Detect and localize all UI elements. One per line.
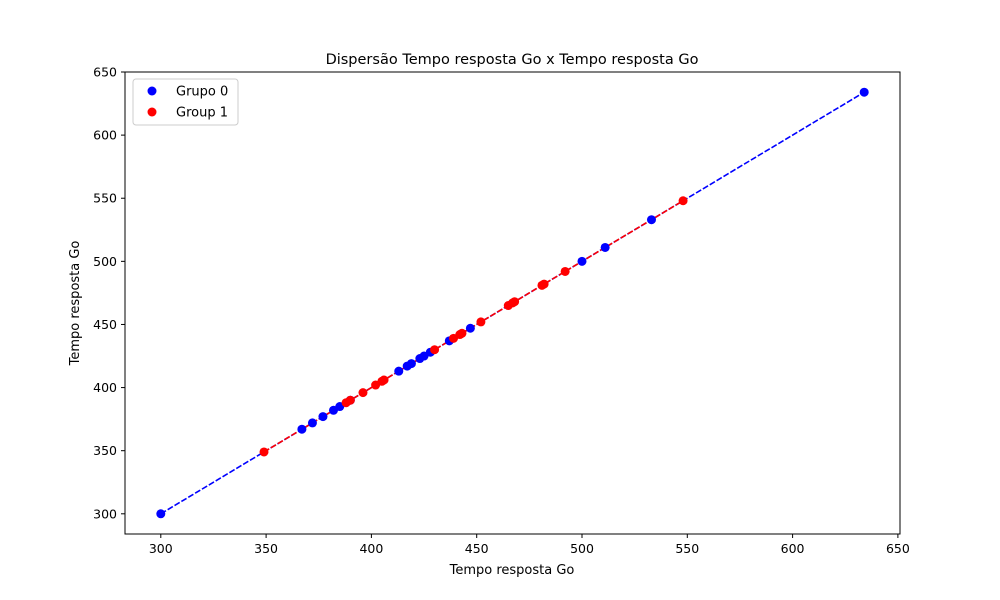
series-0-point: [394, 366, 404, 376]
series-1-point: [539, 279, 549, 289]
y-axis-label: Tempo resposta Go: [68, 241, 83, 367]
x-tick-label: 600: [781, 541, 805, 556]
series-0-point: [859, 87, 869, 97]
series-0-point: [600, 242, 610, 252]
series-1-point: [476, 317, 486, 327]
y-tick-label: 600: [93, 128, 117, 143]
plot-frame: [124, 71, 901, 535]
series-1-point: [678, 196, 688, 206]
x-tick-label: 500: [570, 541, 594, 556]
series-0-point: [646, 215, 656, 225]
series-1-point: [457, 328, 467, 338]
y-tick-label: 300: [93, 506, 117, 521]
y-tick-label: 650: [93, 65, 117, 80]
x-tick-label: 300: [149, 541, 173, 556]
plot-area: [156, 87, 869, 519]
series-0-point: [465, 323, 475, 333]
series-0-point: [156, 509, 166, 519]
x-tick-label: 350: [254, 541, 278, 556]
legend-marker: [147, 86, 157, 96]
series-1-point: [358, 388, 368, 398]
legend-marker: [147, 107, 157, 117]
x-tick-label: 400: [359, 541, 383, 556]
series-1-point: [379, 375, 389, 385]
chart-title: Dispersão Tempo resposta Go x Tempo resp…: [326, 52, 699, 68]
legend-label: Grupo 0: [176, 85, 228, 100]
y-axis: 300 350 400 450 500 550 600 650: [93, 65, 125, 521]
series-0-point: [406, 359, 416, 369]
y-tick-label: 500: [93, 254, 117, 269]
legend: Grupo 0 Group 1: [132, 78, 239, 126]
series-1-point: [259, 447, 269, 457]
series-0-point: [318, 412, 328, 422]
x-axis: 300 350 400 450 500 550 600 650: [149, 534, 910, 556]
legend-box: [132, 78, 239, 126]
x-tick-label: 650: [886, 541, 910, 556]
y-tick-label: 450: [93, 317, 117, 332]
y-tick-label: 550: [93, 191, 117, 206]
series-1-point: [345, 395, 355, 405]
series-0-point: [307, 418, 317, 428]
x-tick-label: 550: [675, 541, 699, 556]
series-1-point: [430, 345, 440, 355]
legend-label: Group 1: [176, 106, 228, 121]
x-tick-label: 450: [465, 541, 489, 556]
series-1-point: [510, 297, 520, 307]
series-0-point: [577, 256, 587, 266]
x-axis-label: Tempo resposta Go: [449, 563, 575, 578]
series-0-point: [297, 424, 307, 434]
y-tick-label: 400: [93, 380, 117, 395]
series-1-point: [560, 266, 570, 276]
y-tick-label: 350: [93, 443, 117, 458]
